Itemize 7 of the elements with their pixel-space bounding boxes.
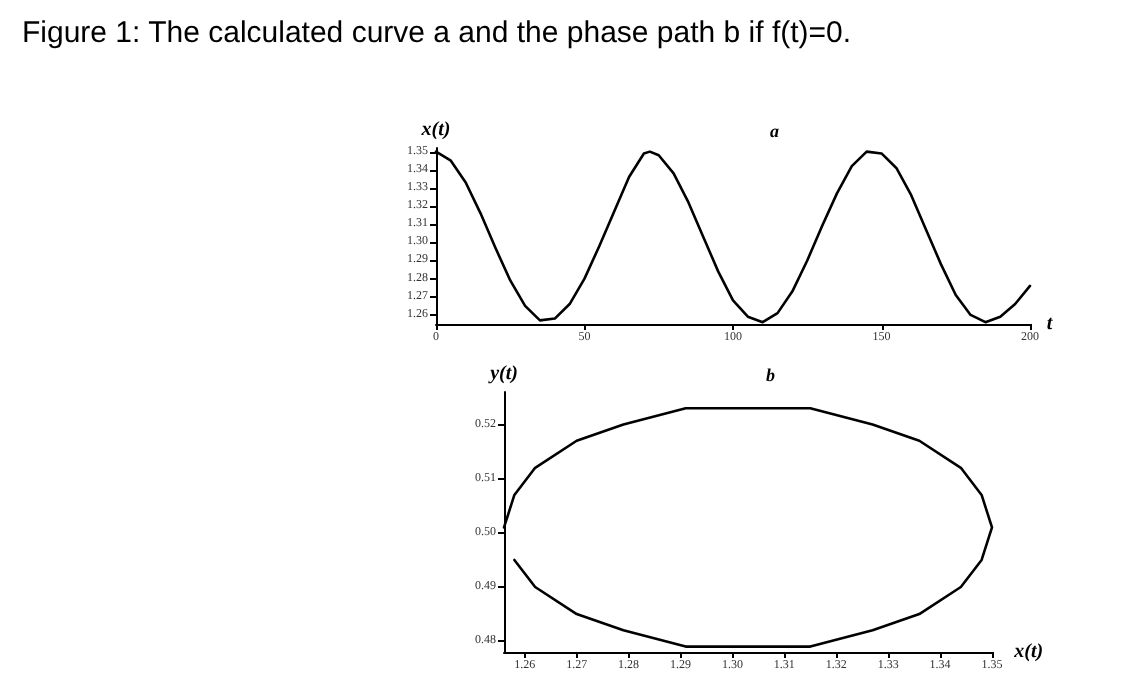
y-axis-title: x(t) [419,119,451,141]
chart-title: Figure 1: The calculated curve a and the phase path b if f(t)=0. [22,16,852,50]
chart-subtitle: a [770,121,780,141]
chart-title: b [766,365,776,385]
y-axis-title: y(t) [488,363,518,385]
x-axis-title: t [1046,313,1055,335]
x-axis-title: x(t) [1012,641,1044,663]
